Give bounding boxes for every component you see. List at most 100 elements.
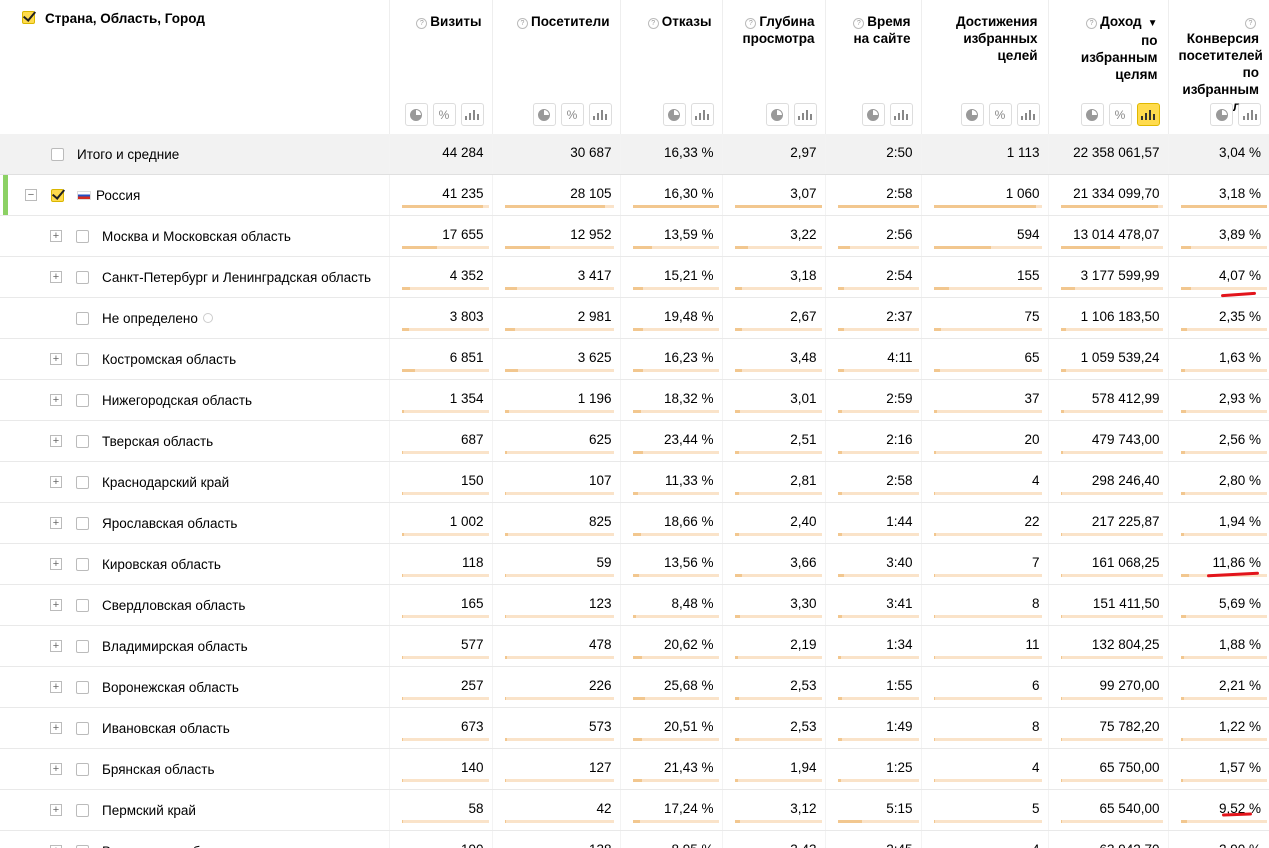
row-label[interactable]: Россия [96, 187, 141, 203]
sort-desc-icon[interactable]: ▼ [1147, 18, 1158, 29]
pie-chart-toggle-button[interactable] [662, 103, 686, 126]
help-icon[interactable]: ? [647, 18, 659, 29]
total-checkbox[interactable] [51, 147, 64, 161]
help-icon[interactable]: ? [1245, 18, 1256, 29]
row-label[interactable]: Москва и Московская область [102, 228, 291, 244]
row-checkbox[interactable] [76, 721, 89, 735]
row-label[interactable]: Ярославская область [102, 515, 238, 531]
column-header[interactable]: Достижения избранных целей% [920, 0, 1048, 134]
column-header-label[interactable]: ? Визиты [400, 13, 482, 30]
row-label[interactable]: Тверская область [102, 433, 214, 449]
dimension-checkbox[interactable] [22, 11, 35, 24]
collapse-button[interactable]: − [25, 189, 37, 201]
pie-chart-toggle-button[interactable] [765, 103, 789, 126]
expand-button[interactable]: + [50, 476, 62, 488]
column-header-label[interactable]: Достижения избранных целей [932, 13, 1038, 64]
table-row[interactable]: + Краснодарский край 150 107 11,33 % 2,81 2:58… [0, 461, 1269, 503]
row-label[interactable]: Брянская область [102, 761, 215, 777]
table-row[interactable]: + Ивановская область 673 573 20,51 % 2,53 1:49… [0, 707, 1269, 749]
table-row[interactable]: + Костромская область 6 851 3 625 16,23 % 3,4… [0, 338, 1269, 380]
row-checkbox[interactable] [76, 598, 89, 612]
percent-toggle-button[interactable]: % [988, 103, 1012, 126]
bar-chart-toggle-button[interactable] [690, 103, 714, 126]
column-header-label[interactable]: ?Конверсияпосетителейпоизбраннымцелям [1179, 13, 1263, 115]
expand-button[interactable]: + [50, 804, 62, 816]
expand-button[interactable]: + [50, 722, 62, 734]
row-label[interactable]: Воронежская область [102, 679, 239, 695]
row-checkbox[interactable] [76, 434, 89, 448]
expand-button[interactable]: + [50, 353, 62, 365]
row-checkbox[interactable] [76, 639, 89, 653]
row-checkbox[interactable] [76, 844, 89, 848]
column-header[interactable]: ? Глубина просмотра [721, 0, 825, 134]
expand-button[interactable]: + [50, 558, 62, 570]
column-header-label[interactable]: ? Доход ▼ по избранным целям [1059, 13, 1158, 83]
bar-chart-toggle-button[interactable] [889, 103, 913, 126]
table-row[interactable]: + Брянская область 140 127 21,43 % 1,94 1:25 4 6… [0, 748, 1269, 790]
column-header-label[interactable]: ? Время на сайте [836, 13, 911, 47]
table-row[interactable]: + Свердловская область 165 123 8,48 % 3,30 3:4… [0, 584, 1269, 626]
expand-button[interactable]: + [50, 271, 62, 283]
help-icon[interactable]: ? [516, 18, 528, 29]
help-icon[interactable]: ? [853, 18, 865, 29]
row-label[interactable]: Нижегородская область [102, 392, 253, 408]
pie-chart-toggle-button[interactable] [1080, 103, 1104, 126]
expand-button[interactable]: + [50, 845, 62, 848]
row-label[interactable]: Санкт-Петербург и Ленинградская область [102, 269, 372, 285]
row-checkbox[interactable] [76, 516, 89, 530]
table-row[interactable]: + Тверская область 687 625 23,44 % 2,51 2:16 20… [0, 420, 1269, 462]
row-checkbox[interactable] [76, 475, 89, 489]
row-checkbox[interactable] [76, 393, 89, 407]
row-label[interactable]: Пермский край [102, 802, 196, 818]
row-checkbox[interactable] [76, 270, 89, 284]
column-header[interactable]: ? Доход ▼ по избранным целям% [1047, 0, 1168, 134]
expand-button[interactable]: + [50, 394, 62, 406]
row-label[interactable]: Вологодская область [102, 844, 235, 848]
column-header[interactable]: ?Конверсияпосетителейпоизбраннымцелям [1167, 0, 1269, 134]
row-label[interactable]: Свердловская область [102, 597, 246, 613]
dimension-header-label[interactable]: Страна, Область, Город [22, 10, 379, 27]
help-icon[interactable]: ? [745, 18, 757, 29]
table-row[interactable]: Не определено 3 803 2 981 19,48 % 2,67 2:37 75… [0, 297, 1269, 339]
column-header-label[interactable]: ? Отказы [631, 13, 712, 30]
row-checkbox[interactable] [76, 680, 89, 694]
table-row[interactable]: + Вологодская область 190 138 8,95 % 3,43 2:45… [0, 830, 1269, 848]
expand-button[interactable]: + [50, 517, 62, 529]
column-header[interactable]: ? Отказы [619, 0, 722, 134]
expand-button[interactable]: + [50, 681, 62, 693]
expand-button[interactable]: + [50, 640, 62, 652]
row-label[interactable]: Костромская область [102, 351, 237, 367]
table-row[interactable]: + Пермский край 58 42 17,24 % 3,12 5:15 5 65 540… [0, 789, 1269, 831]
percent-toggle-button[interactable]: % [432, 103, 456, 126]
expand-button[interactable]: + [50, 763, 62, 775]
table-row[interactable]: + Нижегородская область 1 354 1 196 18,32 % 3… [0, 379, 1269, 421]
column-header-label[interactable]: ? Глубина просмотра [733, 13, 814, 47]
row-label[interactable]: Владимирская область [102, 638, 248, 654]
row-checkbox[interactable] [76, 762, 89, 776]
row-label[interactable]: Краснодарский край [102, 474, 230, 490]
table-row[interactable]: − Россия 41 235 28 105 16,30 % 3,07 2:58 1 060 2… [0, 174, 1269, 216]
row-label[interactable]: Ивановская область [102, 720, 230, 736]
row-label[interactable]: Не определено [102, 310, 198, 326]
pie-chart-toggle-button[interactable] [1210, 103, 1233, 126]
help-icon[interactable]: ? [1086, 18, 1098, 29]
help-icon[interactable]: ? [416, 18, 428, 29]
bar-chart-toggle-button[interactable] [460, 103, 484, 126]
row-checkbox[interactable] [76, 311, 89, 325]
row-checkbox[interactable] [51, 188, 64, 202]
expand-button[interactable]: + [50, 435, 62, 447]
expand-button[interactable]: + [50, 599, 62, 611]
expand-button[interactable]: + [50, 230, 62, 242]
percent-toggle-button[interactable]: % [1108, 103, 1132, 126]
column-header-label[interactable]: ? Посетители [503, 13, 610, 30]
row-checkbox[interactable] [76, 803, 89, 817]
row-checkbox[interactable] [76, 352, 89, 366]
row-label[interactable]: Кировская область [102, 556, 221, 572]
percent-toggle-button[interactable]: % [560, 103, 584, 126]
bar-chart-toggle-button[interactable] [793, 103, 817, 126]
bar-chart-toggle-button[interactable] [1016, 103, 1040, 126]
table-row[interactable]: + Воронежская область 257 226 25,68 % 2,53 1:5… [0, 666, 1269, 708]
bar-chart-toggle-button[interactable] [1136, 103, 1160, 126]
pie-chart-toggle-button[interactable] [404, 103, 428, 126]
table-row[interactable]: + Москва и Московская область 17 655 12 952… [0, 215, 1269, 257]
